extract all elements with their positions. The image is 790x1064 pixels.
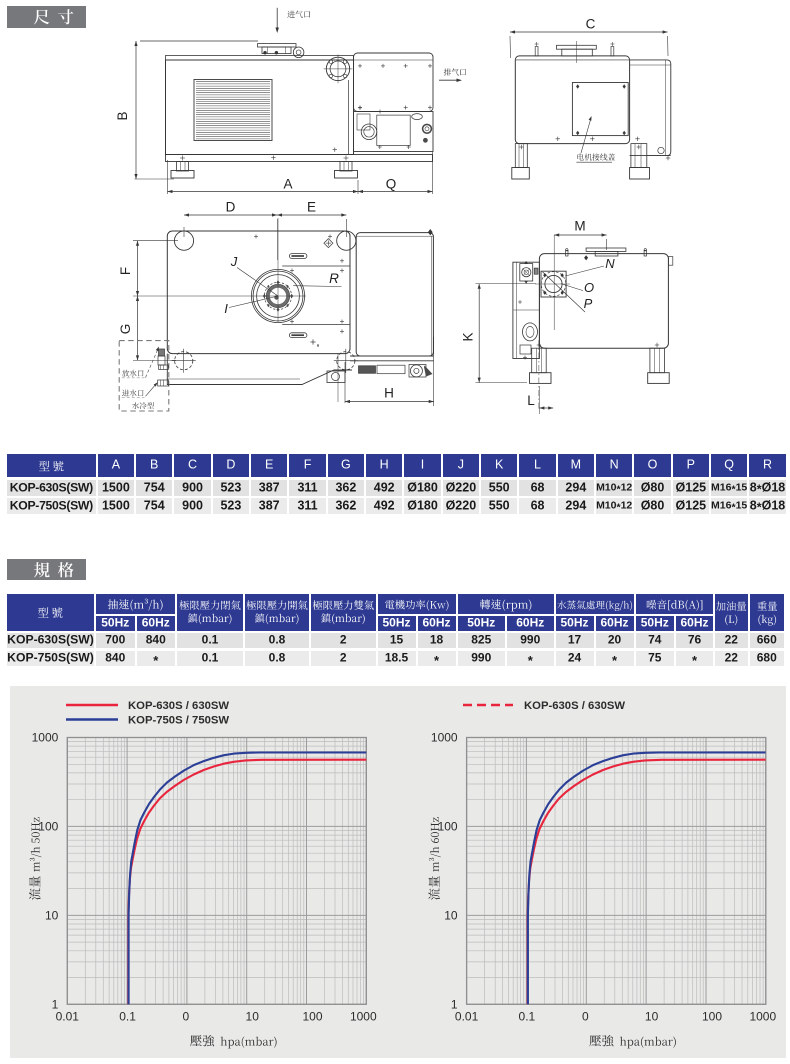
svg-text:10: 10: [444, 908, 458, 922]
svg-text:10: 10: [645, 1009, 659, 1023]
svg-text:P: P: [584, 296, 593, 311]
svg-text:R: R: [329, 271, 339, 286]
svg-text:O: O: [584, 280, 594, 295]
svg-text:0.01: 0.01: [56, 1009, 80, 1023]
svg-text:0.1: 0.1: [519, 1009, 536, 1023]
svg-text:10: 10: [45, 908, 59, 922]
svg-text:1: 1: [451, 997, 458, 1011]
svg-text:M: M: [574, 219, 585, 234]
svg-text:I: I: [224, 301, 228, 316]
svg-text:1: 1: [52, 997, 59, 1011]
svg-text:KOP-630S / 630SW: KOP-630S / 630SW: [524, 700, 625, 712]
svg-text:0.1: 0.1: [119, 1009, 136, 1023]
svg-text:KOP-750S / 750SW: KOP-750S / 750SW: [128, 715, 229, 727]
svg-text:Q: Q: [386, 177, 397, 192]
svg-text:J: J: [230, 254, 238, 269]
svg-text:0: 0: [582, 1009, 589, 1023]
svg-text:C: C: [586, 17, 596, 32]
svg-text:B: B: [115, 111, 130, 120]
svg-text:KOP-630S / 630SW: KOP-630S / 630SW: [128, 700, 229, 712]
svg-text:10: 10: [246, 1009, 260, 1023]
svg-text:E: E: [307, 200, 316, 215]
svg-text:100: 100: [702, 1009, 722, 1023]
svg-text:1000: 1000: [32, 731, 59, 745]
svg-text:H: H: [384, 386, 394, 401]
svg-text:0: 0: [183, 1009, 190, 1023]
svg-text:1000: 1000: [749, 1009, 776, 1023]
svg-text:D: D: [226, 200, 236, 215]
svg-text:0.01: 0.01: [455, 1009, 479, 1023]
svg-text:100: 100: [38, 819, 58, 833]
svg-text:N: N: [605, 256, 615, 271]
svg-text:100: 100: [438, 819, 458, 833]
svg-text:G: G: [118, 324, 133, 335]
svg-text:F: F: [118, 267, 133, 275]
svg-text:1000: 1000: [350, 1009, 377, 1023]
svg-text:1000: 1000: [431, 731, 458, 745]
svg-text:100: 100: [302, 1009, 322, 1023]
svg-text:K: K: [461, 332, 476, 341]
svg-text:A: A: [283, 177, 292, 192]
svg-text:L: L: [527, 393, 535, 408]
